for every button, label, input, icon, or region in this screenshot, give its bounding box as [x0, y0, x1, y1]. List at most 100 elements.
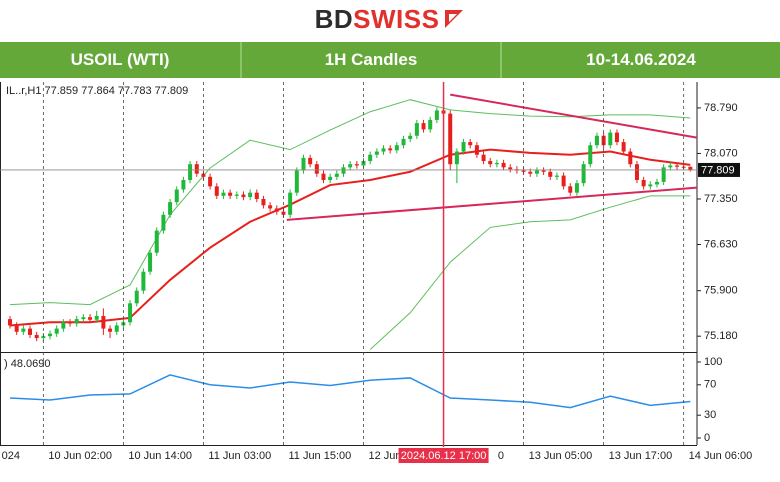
candle-body [374, 151, 379, 155]
price-tag [698, 162, 740, 177]
candle-body [154, 230, 159, 253]
candle-body [28, 328, 33, 335]
candle-body [228, 192, 233, 196]
candle-body [328, 176, 333, 181]
candle-body [668, 165, 673, 168]
candle-body [201, 173, 206, 177]
candle-body [548, 171, 553, 177]
rsi-y-tick-label: 30 [704, 409, 716, 421]
logo-text: SWISS [353, 3, 440, 34]
price-tag-label: 77.809 [701, 164, 735, 176]
candle-body [14, 325, 19, 332]
trendline [286, 186, 697, 221]
main-panel [8, 93, 697, 350]
candle-body [8, 319, 13, 326]
candle-body [214, 186, 219, 196]
candle-body [621, 142, 626, 152]
header-cell: USOIL (WTI) [0, 42, 240, 78]
candle-body [434, 110, 439, 120]
rsi-y-tick-label: 100 [704, 356, 722, 368]
candle-body [428, 119, 433, 130]
candle-body [414, 123, 419, 136]
x-tick-label: 024 [2, 450, 20, 462]
candle-body [308, 157, 313, 165]
x-tick-label: 11 Jun 15:00 [288, 450, 351, 462]
candle-body [561, 175, 566, 187]
y-tick-label: 75.900 [704, 285, 738, 297]
header-cell: 10-14.06.2024 [500, 42, 780, 78]
candle-body [501, 162, 506, 168]
trendline [450, 93, 697, 139]
candle-body [268, 205, 273, 209]
candle-body [321, 173, 326, 181]
logo-text: BD [314, 3, 354, 34]
candle-body [541, 170, 546, 172]
cursor-tag-label: 2024.06.12 17:00 [401, 450, 487, 462]
candle-body [134, 290, 139, 304]
candle-body [114, 325, 119, 332]
candle-body [34, 334, 39, 339]
logo-icon [445, 10, 464, 28]
candle-body [281, 211, 286, 215]
x-tick-label: 13 Jun 17:00 [609, 450, 673, 462]
candle-body [221, 192, 226, 196]
candle-body [608, 132, 613, 146]
candle-body [81, 317, 86, 320]
candle-body [674, 165, 679, 167]
candle-body [388, 148, 393, 151]
candle-body [661, 167, 666, 182]
candle-body [241, 194, 246, 198]
candle-body [594, 135, 599, 146]
candle-body [254, 192, 259, 199]
candle-body [348, 164, 353, 168]
candle-body [48, 333, 53, 337]
x-tick-label: 11 Jun 03:00 [208, 450, 271, 462]
candle-body [301, 157, 306, 171]
candle-body [468, 142, 473, 146]
candle-body [274, 208, 279, 212]
candle-body [474, 145, 479, 155]
candle-body [341, 167, 346, 174]
candle-body [108, 328, 113, 332]
candle-body [174, 189, 179, 203]
candle-body [368, 154, 373, 162]
candle-body [688, 166, 693, 170]
candle-body [528, 171, 533, 174]
candle-body [634, 164, 639, 181]
info-text: IL..r,H1 77.859 77.864 77.783 77.809 [6, 85, 188, 97]
candle-body [88, 317, 93, 320]
x-tick-label: 10 Jun 14:00 [128, 450, 192, 462]
indicator-line [369, 195, 691, 350]
candle-body [521, 170, 526, 172]
candle-body [21, 328, 26, 332]
candle-body [508, 167, 513, 170]
candle-body [454, 151, 459, 165]
candle-body [294, 170, 299, 193]
candle-body [41, 336, 46, 339]
rsi-y-tick-label: 0 [704, 432, 710, 444]
x-tick-label: 0 [498, 450, 504, 462]
candle-body [54, 328, 59, 334]
candle-body [421, 123, 426, 130]
candle-body [401, 138, 406, 146]
header-bar: USOIL (WTI) 1H Candles 10-14.06.2024 [0, 42, 780, 78]
candle-body [641, 180, 646, 187]
candle-body [448, 113, 453, 165]
cursor-tag [398, 448, 489, 463]
candle-body [128, 303, 133, 323]
candle-body [314, 164, 319, 174]
candle-body [101, 315, 106, 329]
plot-bg [0, 82, 697, 445]
x-tick-label: 13 Jun 05:00 [529, 450, 593, 462]
candle-body [74, 319, 79, 324]
candle-body [334, 173, 339, 177]
y-tick-label: 78.790 [704, 102, 738, 114]
candle-body [554, 175, 559, 177]
candle-body [234, 194, 239, 196]
candle-body [208, 176, 213, 187]
candle-body [181, 180, 186, 190]
candle-body [288, 192, 293, 215]
x-tick-label: 10 Jun 02:00 [48, 450, 112, 462]
